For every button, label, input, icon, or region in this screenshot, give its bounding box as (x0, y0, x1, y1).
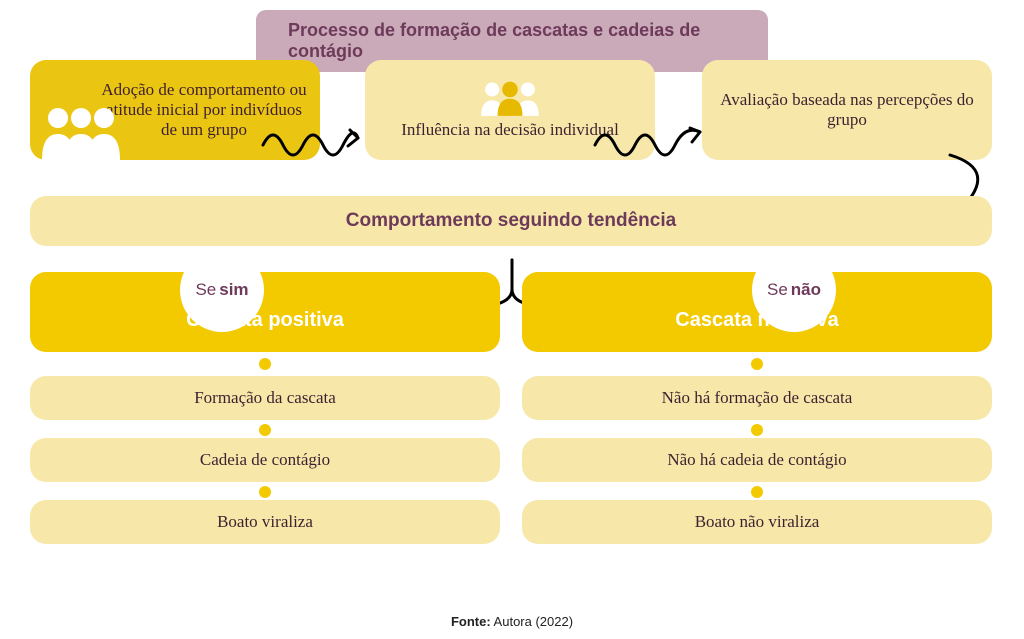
connector-dot (751, 486, 763, 498)
connector-dot (259, 424, 271, 436)
connector-dot (259, 486, 271, 498)
left-item-2-text: Cadeia de contágio (200, 450, 330, 470)
badge-sim-bold: sim (219, 280, 248, 300)
step-box-2-text: Influência na decisão individual (401, 120, 619, 140)
connector-dot (259, 358, 271, 370)
left-item-3: Boato viraliza (30, 500, 500, 544)
badge-nao-bold: não (791, 280, 821, 300)
people-group-accent-icon (475, 80, 545, 116)
right-item-2: Não há cadeia de contágio (522, 438, 992, 482)
source-label: Fonte: (451, 614, 491, 629)
connector-dot (751, 358, 763, 370)
left-item-2: Cadeia de contágio (30, 438, 500, 482)
trend-box: Comportamento seguindo tendência (30, 196, 992, 246)
step-box-3-text: Avaliação baseada nas percepções do grup… (714, 90, 980, 130)
badge-nao: Se não (752, 248, 836, 332)
trend-box-text: Comportamento seguindo tendência (346, 210, 676, 232)
step-box-3: Avaliação baseada nas percepções do grup… (702, 60, 992, 160)
right-item-1: Não há formação de cascata (522, 376, 992, 420)
source-line: Fonte: Autora (2022) (451, 614, 573, 629)
people-group-icon (36, 100, 126, 160)
right-item-2-text: Não há cadeia de contágio (667, 450, 846, 470)
step-box-2: Influência na decisão individual (365, 60, 655, 160)
left-item-3-text: Boato viraliza (217, 512, 313, 532)
branch-left-header: Cascata positiva (30, 272, 500, 352)
diagram-canvas: Processo de formação de cascatas e cadei… (0, 0, 1024, 639)
source-value: Autora (2022) (491, 614, 573, 629)
badge-sim-prefix: Se (195, 280, 216, 300)
left-item-1: Formação da cascata (30, 376, 500, 420)
right-item-1-text: Não há formação de cascata (662, 388, 853, 408)
right-item-3-text: Boato não viraliza (695, 512, 820, 532)
step-box-1: Adoção de comportamento ou atitude inici… (30, 60, 320, 160)
left-item-1-text: Formação da cascata (194, 388, 336, 408)
step-box-1-text: Adoção de comportamento ou atitude inici… (100, 80, 308, 140)
badge-nao-prefix: Se (767, 280, 788, 300)
badge-sim: Se sim (180, 248, 264, 332)
connector-dot (751, 424, 763, 436)
right-item-3: Boato não viraliza (522, 500, 992, 544)
